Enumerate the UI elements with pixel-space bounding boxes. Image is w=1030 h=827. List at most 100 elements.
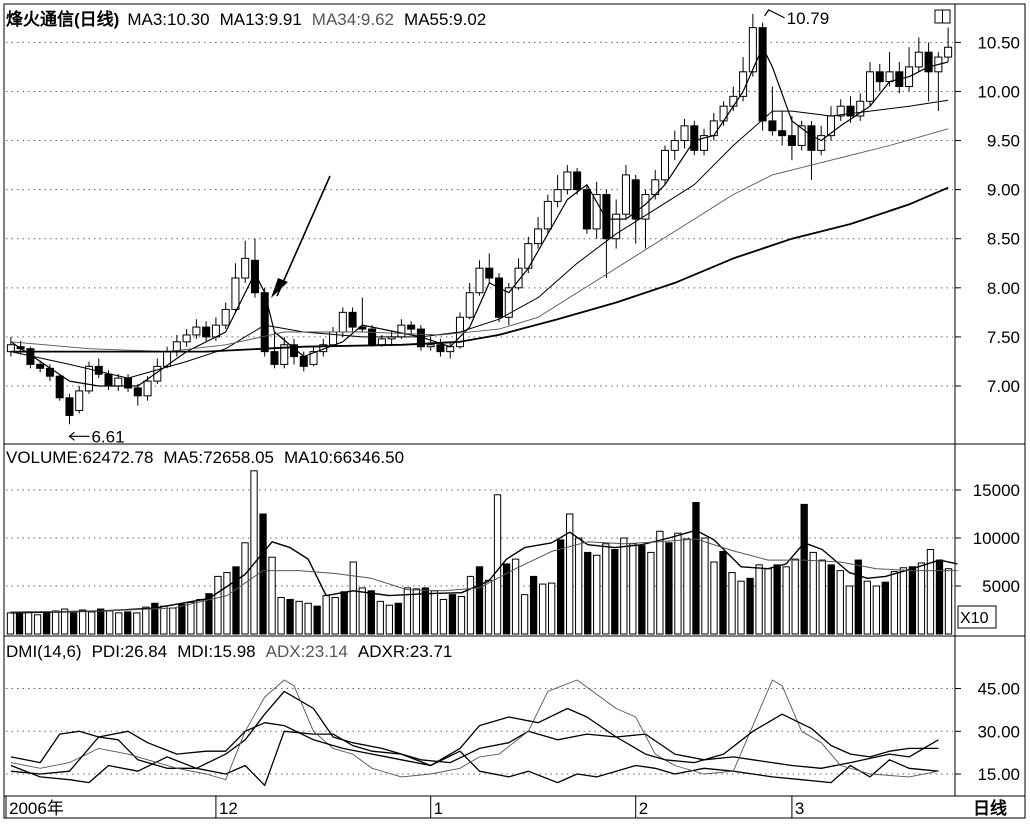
- candle: [75, 386, 84, 414]
- volume-bar: [584, 551, 592, 635]
- volume-bar: [791, 558, 799, 635]
- price-y-tick-label: 9.00: [987, 181, 1020, 200]
- candle: [250, 238, 259, 298]
- volume-bar: [376, 600, 384, 635]
- dmi-header-label: ADX:23.14: [266, 642, 348, 661]
- volume-bar: [647, 551, 655, 635]
- volume-bar: [304, 602, 312, 635]
- volume-bar: [502, 563, 511, 635]
- candle: [241, 240, 250, 283]
- price-ma-header-label: MA34:9.62: [312, 10, 394, 29]
- volume-bar: [511, 558, 520, 635]
- volume-bar: [629, 543, 637, 635]
- volume-bar: [773, 564, 781, 635]
- dmi-header-label: DMI(14,6): [6, 642, 82, 661]
- candle: [534, 217, 543, 249]
- volume-bar: [638, 545, 646, 635]
- volume-bar: [818, 559, 826, 635]
- volume-bar: [728, 572, 736, 635]
- volume-bar: [232, 566, 240, 635]
- panel-toggle-icon[interactable]: [934, 9, 951, 24]
- volume-bar: [79, 609, 87, 635]
- volume-bar: [863, 580, 871, 635]
- candle: [55, 374, 64, 401]
- volume-bar: [475, 566, 484, 635]
- volume-bar: [881, 581, 890, 635]
- volume-bar: [944, 568, 953, 635]
- volume-bar: [421, 587, 430, 635]
- candle: [192, 319, 201, 339]
- volume-bar: [710, 561, 718, 635]
- volume-bar: [719, 550, 727, 635]
- pdi-line: [10, 690, 939, 784]
- svg-text:日线: 日线: [973, 798, 1007, 818]
- x-axis-label: 2: [639, 799, 648, 818]
- price-ma-header-label: MA55:9.02: [404, 10, 486, 29]
- volume-bar: [593, 554, 601, 635]
- volume-bar: [313, 605, 321, 635]
- volume-bar: [538, 583, 547, 635]
- volume-bar: [124, 611, 132, 635]
- ma34-line: [10, 128, 949, 353]
- volume-bar: [142, 606, 150, 635]
- volume-bar: [890, 571, 899, 635]
- candle: [924, 42, 933, 102]
- volume-bar: [385, 604, 393, 635]
- volume-bar: [457, 596, 466, 635]
- volume-bar: [286, 598, 294, 635]
- candle: [660, 145, 670, 185]
- candle: [875, 63, 884, 92]
- price-y-tick-label: 7.50: [987, 328, 1020, 347]
- candle: [914, 37, 923, 72]
- x-axis-label: 3: [795, 799, 804, 818]
- candle: [309, 346, 318, 367]
- volume-y-tick-label: 15000: [973, 481, 1020, 500]
- volume-bar: [611, 549, 619, 635]
- candle: [680, 118, 689, 149]
- candle: [836, 99, 845, 121]
- candle: [690, 120, 699, 156]
- volume-bar: [908, 566, 917, 635]
- candle: [495, 273, 504, 323]
- high-price-annotation: 10.79: [787, 9, 830, 28]
- dmi-header-label: ADXR:23.71: [358, 642, 453, 661]
- candle: [504, 282, 513, 326]
- volume-bar: [403, 587, 412, 635]
- volume-bar: [529, 575, 538, 635]
- dmi-header-label: PDI:26.84: [92, 642, 168, 661]
- volume-bar: [151, 602, 159, 635]
- candle: [465, 282, 474, 320]
- volume-bar: [277, 597, 285, 635]
- x-axis-label: 2006年: [9, 799, 64, 818]
- volume-bar: [430, 590, 439, 635]
- volume-bar: [575, 537, 583, 635]
- volume-bar: [259, 513, 267, 635]
- volume-unit-label: X10: [957, 605, 997, 629]
- candle: [202, 321, 211, 342]
- volume-bar: [746, 577, 754, 635]
- candle: [748, 13, 757, 77]
- candle: [944, 27, 953, 62]
- volume-bar: [854, 559, 862, 635]
- volume-bar: [340, 591, 348, 635]
- x-axis-label: 1: [434, 799, 443, 818]
- price-y-tick-label: 8.50: [987, 230, 1020, 249]
- volume-bar: [926, 549, 935, 635]
- candle: [573, 168, 582, 195]
- low-price-annotation: 6.61: [91, 427, 124, 446]
- price-title: 烽火通信(日线): [6, 9, 119, 29]
- volume-bar: [169, 607, 177, 635]
- volume-bar: [800, 503, 808, 635]
- candle: [260, 287, 269, 357]
- candle: [514, 258, 523, 290]
- candle: [817, 125, 826, 156]
- candle: [485, 253, 494, 283]
- volume-bar: [97, 608, 105, 635]
- price-ma-header-label: MA13:9.91: [220, 10, 302, 29]
- volume-bar: [33, 614, 42, 635]
- volume-bar: [178, 603, 186, 635]
- period-button[interactable]: 日线: [956, 797, 1024, 818]
- volume-bar: [69, 612, 78, 635]
- volume-bar: [187, 601, 195, 635]
- candle: [797, 120, 806, 151]
